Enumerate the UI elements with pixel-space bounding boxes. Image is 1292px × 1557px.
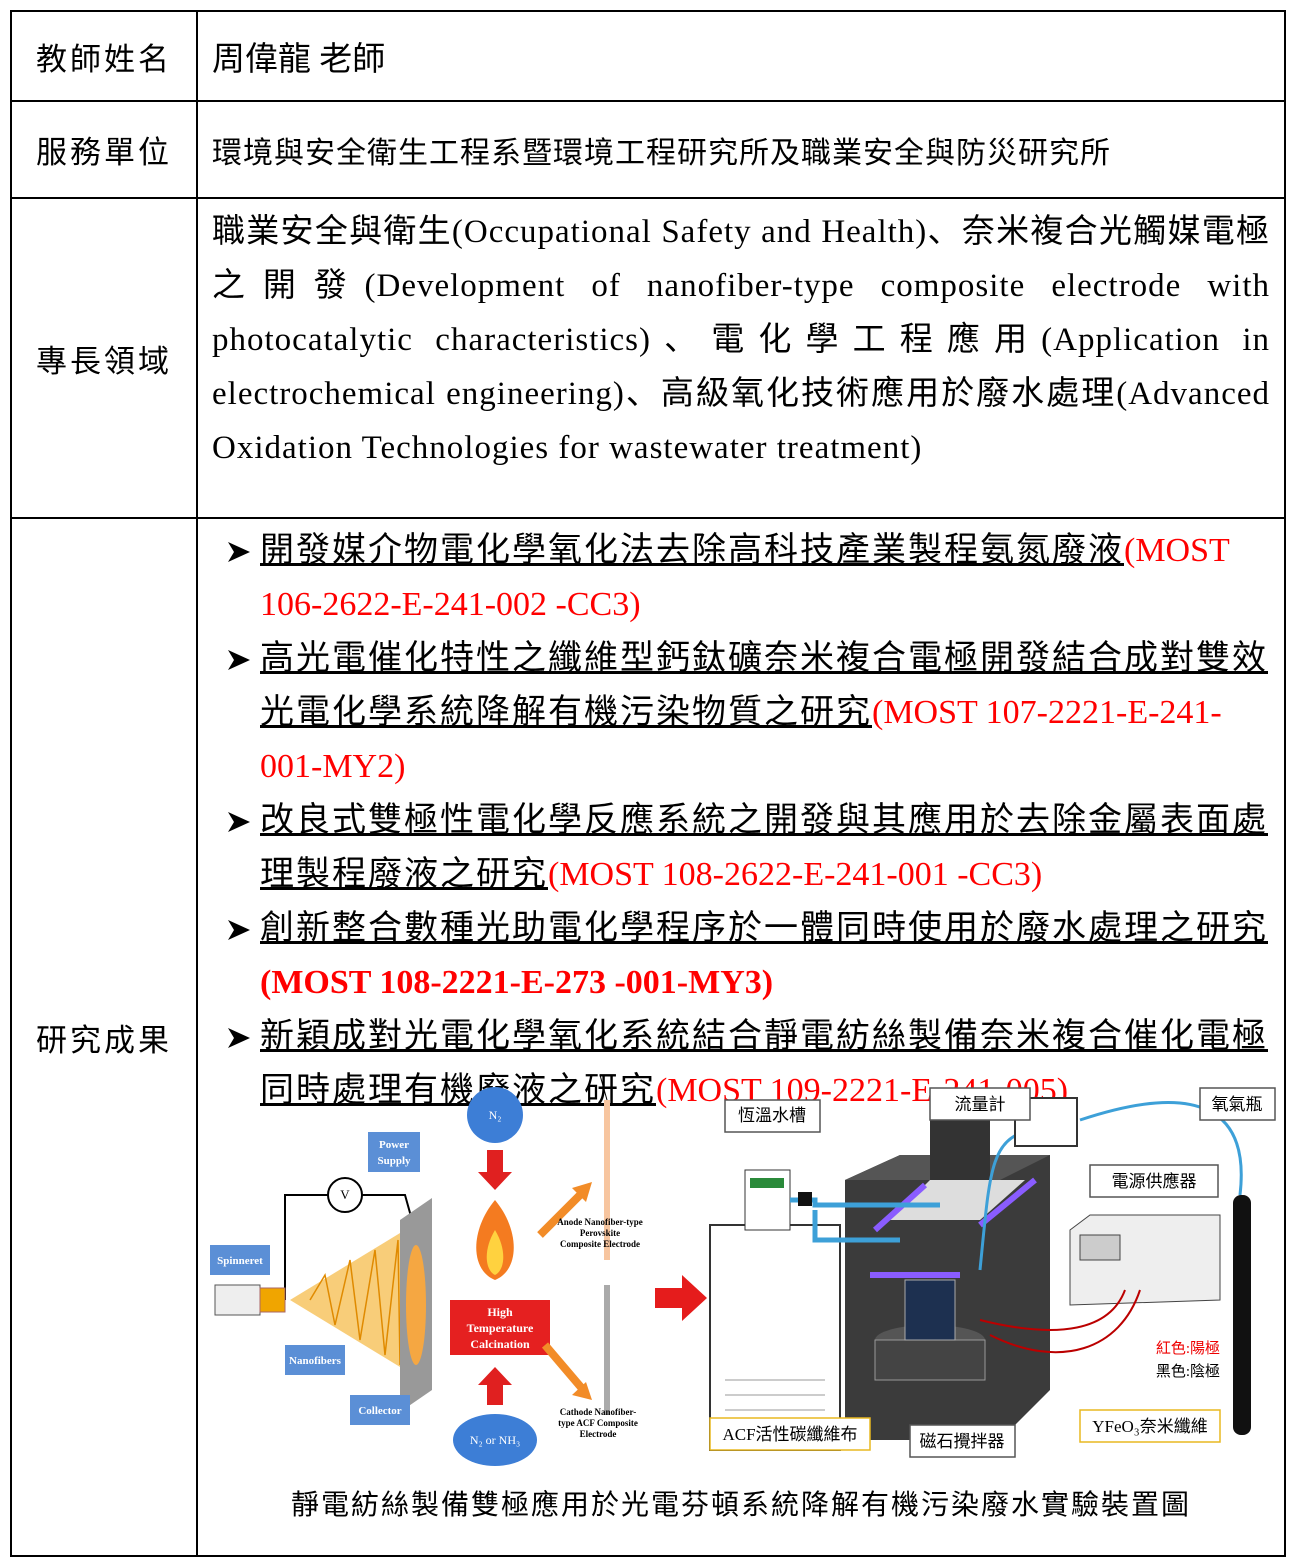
item-title: 高光電催化特性之纖維型鈣鈦礦奈米複合電極開發結合成對雙效光電化學系統降解有機污染…: [260, 640, 1268, 731]
arrow: [572, 1382, 592, 1400]
figure-label: type ACF Composite: [558, 1418, 638, 1428]
figure-label: Power: [379, 1139, 409, 1151]
figure-label: Cathode Nanofiber-: [560, 1407, 636, 1417]
figure-label: Electrode: [580, 1429, 617, 1439]
row-value: 周偉龍 老師: [196, 10, 1286, 102]
chiller: [709, 1224, 841, 1451]
row-value: 職業安全與衛生(Occupational Safety and Health)、…: [196, 197, 1286, 519]
figure-label: Spinneret: [217, 1255, 263, 1267]
research-item: 新穎成對光電化學氧化系統結合靜電紡絲製備奈米複合催化電極同時處理有機廢液之研究(…: [212, 1010, 1270, 1118]
figure-label: 恆溫水槽: [738, 1106, 806, 1125]
figure-label: Collector: [358, 1405, 401, 1417]
figure-label: N₂ or NH₃: [470, 1433, 520, 1447]
figure-label: 氧氣瓶: [1212, 1095, 1263, 1114]
flame: [486, 1230, 504, 1275]
syringe: [214, 1284, 261, 1316]
figure-label: N₂: [489, 1108, 502, 1122]
electrode: [604, 1100, 610, 1260]
valve: [798, 1192, 812, 1206]
stirrer: [874, 1339, 986, 1381]
box: [450, 1300, 550, 1355]
cylinder: [1233, 1195, 1251, 1435]
figure-label: YFeO₃奈米纖維: [1092, 1417, 1207, 1436]
electrode: [604, 1285, 610, 1415]
arrow: [478, 1150, 512, 1190]
item-title: 改良式雙極性電化學反應系統之開發與其應用於去除金屬表面處理製程廢液之研究: [260, 802, 1268, 893]
figure-label: High: [487, 1305, 513, 1319]
box: [210, 1245, 270, 1275]
figure-label: 流量計: [955, 1095, 1006, 1114]
figure-label: Calcination: [470, 1337, 530, 1351]
arrow: [541, 1342, 589, 1395]
figure-label: 電源供應器: [1112, 1171, 1197, 1191]
display: [750, 1178, 784, 1188]
item-title: 新穎成對光電化學氧化系統結合靜電紡絲製備奈米複合催化電極同時處理有機廢液之研究: [260, 1018, 1268, 1109]
figure-label: Supply: [377, 1155, 411, 1167]
row-label: 研究成果: [10, 517, 198, 1557]
arrow: [572, 1182, 592, 1202]
research-item: 創新整合數種光助電化學程序於一體同時使用於廢水處理之研究 (MOST 108-22…: [212, 902, 1270, 1010]
box: [285, 1345, 345, 1375]
beaker: [904, 1279, 956, 1341]
figure-label: 黑色:陰極: [1156, 1363, 1220, 1380]
row-label: 教師姓名: [10, 10, 198, 102]
bullet: [228, 542, 250, 562]
row-value: 開發媒介物電化學氧化法去除高科技產業製程氨氮廢液(MOST 106-2622-E…: [196, 517, 1286, 1557]
box: [368, 1132, 420, 1172]
voltmeter: [327, 1177, 363, 1213]
collector-plate: [406, 1245, 426, 1365]
arrow: [655, 1275, 707, 1321]
figure-label: V: [340, 1187, 350, 1202]
label-box: [1089, 1164, 1219, 1198]
figure-label: ACF活性碳纖維布: [722, 1425, 857, 1444]
label-box: [709, 1417, 871, 1451]
gas: [467, 1087, 523, 1143]
box: [350, 1395, 410, 1425]
figure-caption: 靜電紡絲製備雙極應用於光電芬頓系統降解有機污染廢水實驗裝置圖: [290, 1490, 1191, 1521]
label-box: [724, 1099, 821, 1133]
figure-label: 紅色:陽極: [1156, 1340, 1220, 1357]
wire: [362, 1194, 413, 1221]
line: [599, 1074, 608, 1101]
bullet: [228, 650, 250, 670]
label-box: [1199, 1087, 1276, 1121]
syringe: [259, 1287, 286, 1313]
label-box: [909, 1424, 1016, 1458]
bullet: [228, 812, 250, 832]
item-code: (MOST 108-2221-E-273 -001-MY3): [260, 964, 774, 1001]
label-box: [1079, 1409, 1221, 1443]
gas: [453, 1414, 537, 1466]
setup-figure: Power Supply V Spinneret Nanofibers Collector…: [210, 1074, 1276, 1466]
figure-label: Perovskite: [580, 1228, 620, 1238]
wire: [284, 1194, 328, 1300]
fiber: [309, 1239, 401, 1366]
figure-label: Nanofibers: [289, 1355, 342, 1367]
figure-label: Temperature: [467, 1321, 534, 1335]
arrow: [537, 1187, 588, 1238]
figure-label: 磁石攪拌器: [920, 1432, 1005, 1451]
research-item: 改良式雙極性電化學反應系統之開發與其應用於去除金屬表面處理製程廢液之研究(MOS…: [212, 794, 1270, 902]
bullet: [228, 920, 250, 940]
item-title: 創新整合數種光助電化學程序於一體同時使用於廢水處理之研究: [260, 910, 1268, 947]
item-code: (MOST 108-2622-E-241-001 -CC3): [548, 856, 1043, 893]
bullet: [228, 1028, 250, 1048]
research-item: 高光電催化特性之纖維型鈣鈦礦奈米複合電極開發結合成對雙效光電化學系統降解有機污染…: [212, 632, 1270, 794]
row-label: 服務單位: [10, 100, 198, 199]
lamp-housing: [930, 1120, 990, 1180]
wire: [979, 1289, 1141, 1354]
figure-label: Composite Electrode: [560, 1239, 640, 1249]
item-code: (MOST 107-2221-E-241-001-MY2): [260, 694, 1222, 785]
vent: [725, 1379, 825, 1426]
label-box: [929, 1087, 1031, 1121]
row-label: 專長領域: [10, 197, 198, 519]
arrow: [478, 1367, 512, 1405]
research-item: 開發媒介物電化學氧化法去除高科技產業製程氨氮廢液(MOST 106-2622-E…: [212, 524, 1270, 632]
row-value: 環境與安全衛生工程系暨環境工程研究所及職業安全與防災研究所: [196, 100, 1286, 199]
figure-labels: Power Supply V Spinneret Nanofibers Collector…: [217, 1087, 1276, 1458]
display: [1079, 1234, 1121, 1261]
item-title: 開發媒介物電化學氧化法去除高科技產業製程氨氮廢液: [260, 532, 1124, 569]
item-code: (MOST 106-2622-E-241-002 -CC3): [260, 532, 1230, 623]
figure-label: Anode Nanofiber-type: [557, 1217, 642, 1227]
